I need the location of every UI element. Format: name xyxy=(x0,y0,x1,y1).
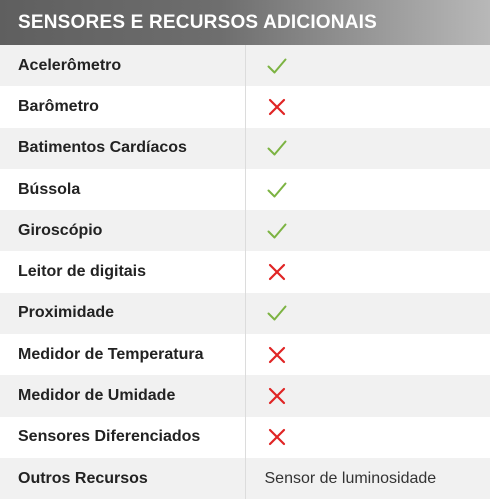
feature-value-text: Sensor de luminosidade xyxy=(264,469,437,487)
feature-label: Leitor de digitais xyxy=(0,251,246,293)
feature-status xyxy=(245,86,490,128)
check-icon xyxy=(266,137,288,159)
spec-table: Acelerômetro Barômetro Batimentos Cardíaco… xyxy=(0,45,490,500)
feature-label: Bússola xyxy=(0,168,246,211)
feature-status xyxy=(245,334,490,376)
check-icon xyxy=(266,55,288,77)
cross-icon xyxy=(266,385,288,407)
check-icon xyxy=(266,220,288,242)
table-row: Outros Recursos Sensor de luminosidade xyxy=(0,457,490,500)
feature-label: Medidor de Umidade xyxy=(0,375,246,417)
feature-status xyxy=(245,375,490,417)
feature-status xyxy=(245,210,490,252)
cross-icon xyxy=(266,96,288,118)
table-row: Medidor de Umidade xyxy=(0,375,490,417)
table-row: Acelerômetro xyxy=(0,45,490,87)
feature-label: Sensores Diferenciados xyxy=(0,416,246,458)
table-row: Sensores Diferenciados xyxy=(0,416,490,458)
table-row: Barômetro xyxy=(0,86,490,128)
check-icon xyxy=(266,302,288,324)
feature-label: Acelerômetro xyxy=(0,45,246,87)
feature-label: Batimentos Cardíacos xyxy=(0,127,246,169)
feature-status xyxy=(245,292,490,335)
table-row: Leitor de digitais xyxy=(0,251,490,293)
cross-icon xyxy=(266,344,288,366)
feature-status xyxy=(245,416,490,458)
table-row: Medidor de Temperatura xyxy=(0,334,490,376)
feature-label: Proximidade xyxy=(0,292,246,335)
feature-label: Medidor de Temperatura xyxy=(0,334,246,376)
cross-icon xyxy=(266,426,288,448)
feature-label: Outros Recursos xyxy=(0,457,246,500)
feature-status xyxy=(245,168,490,211)
feature-value: Sensor de luminosidade xyxy=(245,457,490,500)
cross-icon xyxy=(266,261,288,283)
feature-status xyxy=(245,127,490,169)
feature-label: Giroscópio xyxy=(0,210,246,252)
feature-status xyxy=(245,45,490,87)
table-row: Giroscópio xyxy=(0,210,490,252)
feature-status xyxy=(245,251,490,293)
table-row: Proximidade xyxy=(0,292,490,335)
section-title: SENSORES E RECURSOS ADICIONAIS xyxy=(0,0,490,45)
table-row: Bússola xyxy=(0,168,490,211)
check-icon xyxy=(266,179,288,201)
table-row: Batimentos Cardíacos xyxy=(0,127,490,169)
feature-label: Barômetro xyxy=(0,86,246,128)
